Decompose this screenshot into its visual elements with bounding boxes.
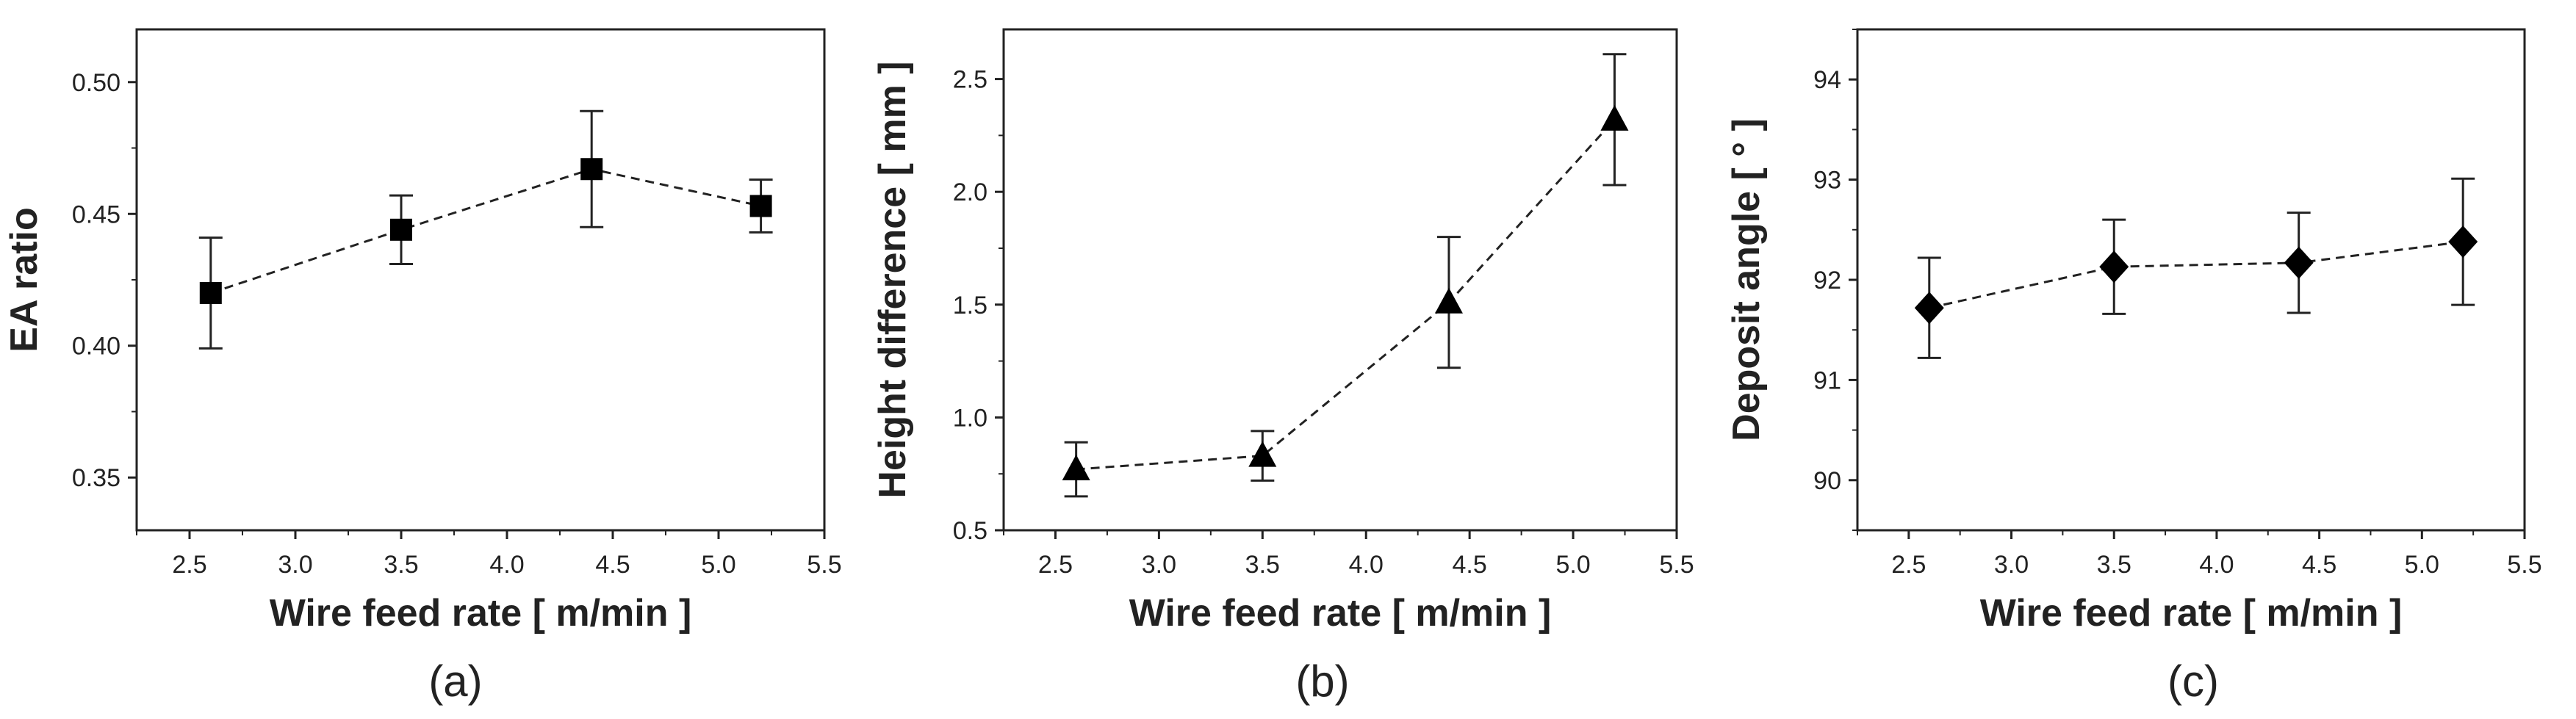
panel-label: (b) bbox=[1295, 657, 1349, 706]
y-tick-label: 1.0 bbox=[953, 404, 987, 432]
data-point-diamond bbox=[2099, 250, 2129, 283]
x-axis-title: Wire feed rate [ m/min ] bbox=[270, 592, 692, 635]
series-line bbox=[1076, 118, 1616, 471]
x-tick-label: 3.0 bbox=[278, 551, 312, 579]
y-tick-label: 2.5 bbox=[953, 66, 987, 94]
y-tick-label: 1.5 bbox=[953, 292, 987, 319]
data-point-square bbox=[580, 158, 603, 181]
y-axis-title: Deposit angle [ ° ] bbox=[1725, 118, 1768, 441]
y-axis-title: EA ratio bbox=[3, 207, 46, 352]
x-tick-label: 4.5 bbox=[2302, 551, 2336, 579]
y-tick-label: 94 bbox=[1813, 66, 1841, 94]
data-point-square bbox=[390, 218, 412, 241]
x-tick-label: 4.0 bbox=[489, 551, 524, 579]
y-tick-label: 0.5 bbox=[953, 517, 987, 545]
x-tick-label: 4.0 bbox=[1349, 551, 1384, 579]
data-point-triangle bbox=[1248, 441, 1277, 467]
data-point-triangle bbox=[1600, 104, 1629, 131]
series-line bbox=[1929, 240, 2464, 309]
data-point-diamond bbox=[2284, 246, 2314, 279]
data-point-triangle bbox=[1434, 287, 1463, 314]
y-tick-label: 90 bbox=[1813, 467, 1841, 495]
y-tick-label: 0.50 bbox=[72, 69, 120, 97]
data-point-triangle bbox=[1062, 455, 1090, 481]
x-axis-title: Wire feed rate [ m/min ] bbox=[1129, 592, 1552, 635]
x-tick-label: 5.5 bbox=[807, 551, 841, 579]
x-tick-label: 3.0 bbox=[1142, 551, 1176, 579]
x-axis-title: Wire feed rate [ m/min ] bbox=[1980, 592, 2403, 635]
x-tick-label: 5.5 bbox=[2507, 551, 2541, 579]
x-tick-label: 3.5 bbox=[1245, 551, 1280, 579]
x-tick-label: 5.5 bbox=[1659, 551, 1694, 579]
panel-label: (a) bbox=[428, 657, 482, 706]
x-tick-label: 4.0 bbox=[2199, 551, 2234, 579]
series-line bbox=[210, 167, 761, 295]
y-tick-label: 0.45 bbox=[72, 200, 120, 228]
chart-panel-2: 2.5 3.0 3.5 4.0 4.5 5.0 5.5 0.5 1.0 1.5 2.0 2.5 Wire… bbox=[871, 28, 1694, 706]
y-axis-title: Height difference [ mm ] bbox=[871, 61, 914, 498]
data-point-square bbox=[199, 281, 222, 304]
chart-panel-3: 2.5 3.0 3.5 4.0 4.5 5.0 5.5 90 91 92 93 94 Wire feed… bbox=[1725, 28, 2542, 706]
x-tick-label: 3.0 bbox=[1994, 551, 2029, 579]
x-tick-label: 3.5 bbox=[384, 551, 418, 579]
y-tick-label: 0.35 bbox=[72, 464, 120, 492]
x-tick-label: 5.0 bbox=[701, 551, 735, 579]
panel-label: (c) bbox=[2167, 657, 2219, 706]
y-tick-label: 92 bbox=[1813, 267, 1841, 295]
y-tick-label: 2.0 bbox=[953, 178, 987, 206]
x-tick-label: 3.5 bbox=[2097, 551, 2131, 579]
x-tick-label: 2.5 bbox=[1891, 551, 1926, 579]
x-tick-label: 2.5 bbox=[172, 551, 206, 579]
data-point-diamond bbox=[2448, 225, 2478, 259]
x-tick-label: 5.0 bbox=[2405, 551, 2439, 579]
x-tick-label: 4.5 bbox=[1453, 551, 1487, 579]
x-tick-label: 4.5 bbox=[595, 551, 630, 579]
data-point-square bbox=[749, 195, 772, 217]
y-tick-label: 0.40 bbox=[72, 333, 120, 361]
x-tick-label: 2.5 bbox=[1038, 551, 1073, 579]
chart-panel-1: 2.5 3.0 3.5 4.0 4.5 5.0 5.5 0.35 0.40 0.45 0.50 Wir… bbox=[3, 28, 842, 706]
y-tick-label: 91 bbox=[1813, 366, 1841, 394]
y-tick-label: 93 bbox=[1813, 167, 1841, 195]
x-tick-label: 5.0 bbox=[1555, 551, 1590, 579]
plot-frame bbox=[1002, 28, 1678, 532]
data-point-diamond bbox=[1914, 292, 1944, 325]
